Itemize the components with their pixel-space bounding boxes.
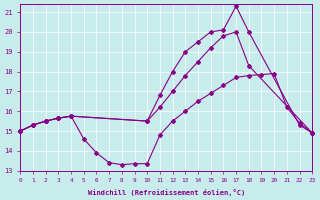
X-axis label: Windchill (Refroidissement éolien,°C): Windchill (Refroidissement éolien,°C) <box>88 189 245 196</box>
